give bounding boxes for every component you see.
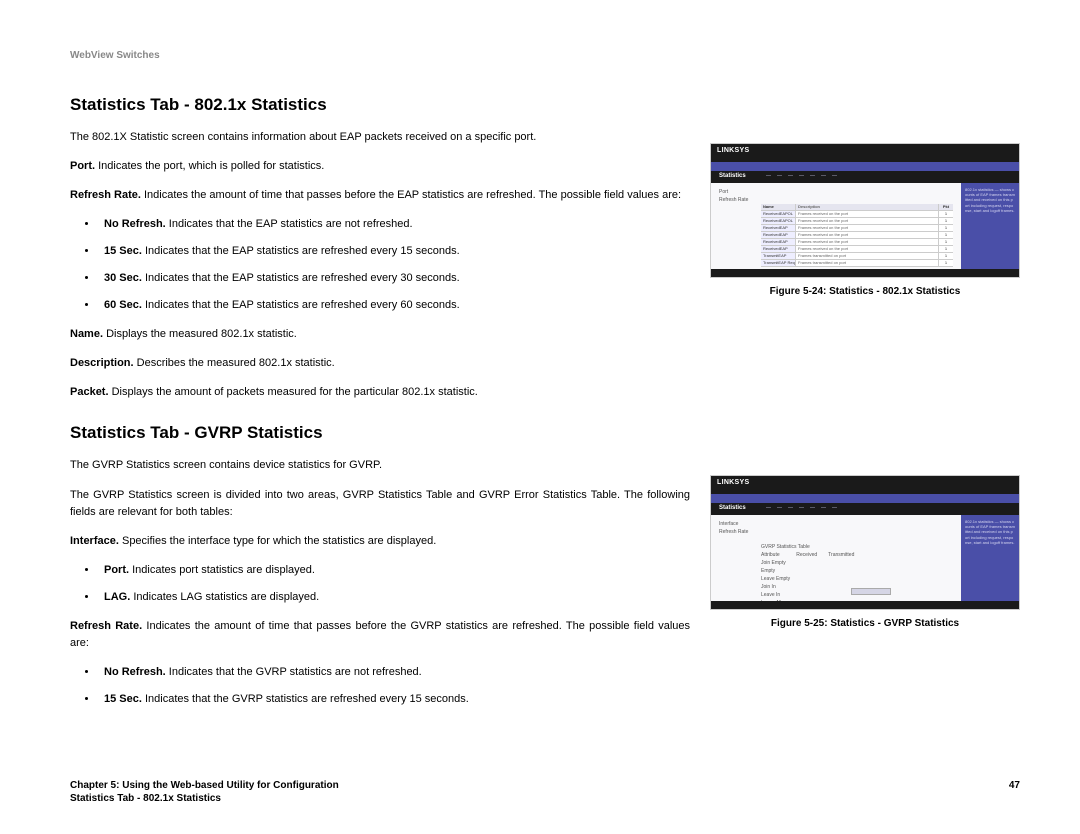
bullet: LAG. Indicates LAG statistics are displa… [98,589,690,606]
footer-chapter: Chapter 5: Using the Web-based Utility f… [70,780,339,791]
bullet: 60 Sec. Indicates that the EAP statistic… [98,297,690,314]
thumb-menu: ——————— [766,505,1011,513]
bullet: 15 Sec. Indicates that the GVRP statisti… [98,691,690,708]
bullet: 15 Sec. Indicates that the EAP statistic… [98,243,690,260]
refresh-label-2: Refresh Rate. [70,620,142,632]
bullet-bold: No Refresh. [104,218,166,230]
packet-text: Displays the amount of packets measured … [109,386,478,398]
iface-paragraph: Interface. Specifies the interface type … [70,533,690,550]
page-footer: Chapter 5: Using the Web-based Utility f… [70,780,1020,804]
section-heading-gvrp: Statistics Tab - GVRP Statistics [70,423,690,443]
thumb-menu: ——————— [766,173,1011,181]
running-header: WebView Switches [70,50,1020,61]
bullet-bold: Port. [104,564,129,576]
refresh-bullets-1: No Refresh. Indicates that the EAP stati… [98,216,690,314]
bullet-bold: No Refresh. [104,666,166,678]
linksys-logo: LINKSYS [717,479,749,486]
footer-sub: Statistics Tab - 802.1x Statistics [70,793,1020,804]
bullet: 30 Sec. Indicates that the EAP statistic… [98,270,690,287]
port-label: Port. [70,160,95,172]
desc-label: Description. [70,357,134,369]
bullet-text: Indicates that the EAP statistics are re… [142,272,460,284]
bullet-text: Indicates that the EAP statistics are re… [142,299,460,311]
thumb-side-text: 802.1x statistics — shows counts of EAP … [961,515,1019,549]
refresh-text-2: Indicates the amount of time that passes… [70,620,690,649]
bullet: Port. Indicates port statistics are disp… [98,562,690,579]
figure-caption-25: Figure 5-25: Statistics - GVRP Statistic… [710,618,1020,629]
thumb-reset-button [851,588,891,595]
bullet-text: Indicates that the EAP statistics are re… [142,245,460,257]
bullet-bold: 15 Sec. [104,245,142,257]
screenshot-thumb-8021x: LINKSYS Statistics ——————— Port Refresh … [710,143,1020,278]
bullet-bold: 15 Sec. [104,693,142,705]
linksys-logo: LINKSYS [717,147,749,154]
bullet: No Refresh. Indicates that the EAP stati… [98,216,690,233]
gvrp-p2: The GVRP Statistics screen is divided in… [70,487,690,521]
figure-5-24: LINKSYS Statistics ——————— Port Refresh … [710,143,1020,297]
desc-paragraph: Description. Describes the measured 802.… [70,355,690,372]
iface-text: Specifies the interface type for which t… [119,535,436,547]
bullet-text: Indicates LAG statistics are displayed. [130,591,319,603]
section-heading-8021x: Statistics Tab - 802.1x Statistics [70,95,690,115]
thumb-tab-label: Statistics [719,505,746,511]
bullet-bold: LAG. [104,591,130,603]
figure-5-25: LINKSYS Statistics ——————— Interface Ref… [710,475,1020,629]
name-label: Name. [70,328,103,340]
packet-label: Packet. [70,386,109,398]
port-text: Indicates the port, which is polled for … [95,160,324,172]
desc-text: Describes the measured 802.1x statistic. [134,357,335,369]
refresh-label-1: Refresh Rate. [70,189,141,201]
screenshot-thumb-gvrp: LINKSYS Statistics ——————— Interface Ref… [710,475,1020,610]
name-paragraph: Name. Displays the measured 802.1x stati… [70,326,690,343]
thumb-table: NameDescriptionPkt ReceivedEAPOL StartFr… [761,204,953,267]
refresh-paragraph-2: Refresh Rate. Indicates the amount of ti… [70,618,690,652]
iface-bullets: Port. Indicates port statistics are disp… [98,562,690,606]
bullet-text: Indicates that the GVRP statistics are r… [142,693,469,705]
name-text: Displays the measured 802.1x statistic. [103,328,297,340]
bullet-bold: 60 Sec. [104,299,142,311]
refresh-paragraph-1: Refresh Rate. Indicates the amount of ti… [70,187,690,204]
page-number: 47 [1009,780,1020,791]
packet-paragraph: Packet. Displays the amount of packets m… [70,384,690,401]
bullet-bold: 30 Sec. [104,272,142,284]
side-column: LINKSYS Statistics ——————— Port Refresh … [710,89,1020,720]
bullet-text: Indicates port statistics are displayed. [129,564,315,576]
thumb-side-text: 802.1x statistics — shows counts of EAP … [961,183,1019,217]
bullet: No Refresh. Indicates that the GVRP stat… [98,664,690,681]
gvrp-p1: The GVRP Statistics screen contains devi… [70,457,690,474]
port-paragraph: Port. Indicates the port, which is polle… [70,158,690,175]
bullet-text: Indicates that the GVRP statistics are n… [166,666,422,678]
figure-caption-24: Figure 5-24: Statistics - 802.1x Statist… [710,286,1020,297]
bullet-text: Indicates that the EAP statistics are no… [166,218,413,230]
iface-label: Interface. [70,535,119,547]
intro-8021x: The 802.1X Statistic screen contains inf… [70,129,690,146]
refresh-text-1: Indicates the amount of time that passes… [141,189,681,201]
thumb-tab-label: Statistics [719,173,746,179]
main-column: Statistics Tab - 802.1x Statistics The 8… [70,89,690,720]
refresh-bullets-2: No Refresh. Indicates that the GVRP stat… [98,664,690,708]
